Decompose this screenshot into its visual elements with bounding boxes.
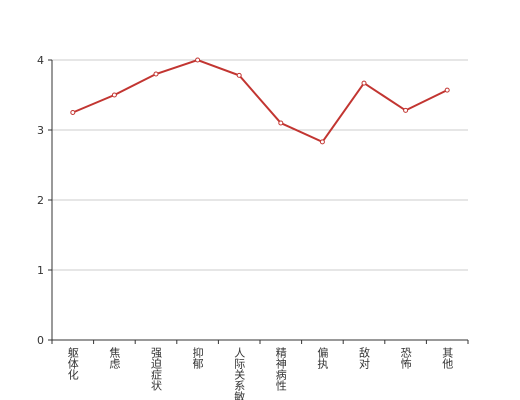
point — [361, 80, 367, 86]
x-tick-label: 强迫症状 — [150, 347, 163, 391]
x-tick-label: 偏执 — [316, 346, 329, 370]
x-tick-label: 焦虑 — [108, 347, 121, 369]
y-tick-label: 2 — [37, 194, 44, 207]
x-tick-label: 恐怖 — [399, 347, 412, 369]
point — [70, 110, 76, 115]
point — [403, 107, 409, 113]
y-tick-label: 1 — [37, 264, 44, 277]
point — [195, 57, 201, 63]
x-tick-label: 其他 — [441, 347, 454, 369]
point — [444, 87, 450, 93]
y-tick-label: 4 — [37, 54, 44, 67]
point — [319, 139, 325, 145]
x-tick-label: 躯体化 — [66, 347, 79, 381]
y-tick-label: 3 — [37, 124, 44, 137]
point — [278, 120, 284, 126]
x-tick-label: 精神病性 — [274, 347, 287, 392]
y-tick-label: 0 — [37, 334, 44, 347]
point — [111, 92, 117, 98]
x-tick-label: 人际关系敏感 — [233, 347, 246, 400]
point — [236, 72, 242, 78]
point — [153, 71, 159, 77]
line — [72, 58, 448, 144]
x-tick-label: 敌对 — [358, 346, 371, 369]
x-tick-label: 抑郁 — [191, 346, 204, 369]
